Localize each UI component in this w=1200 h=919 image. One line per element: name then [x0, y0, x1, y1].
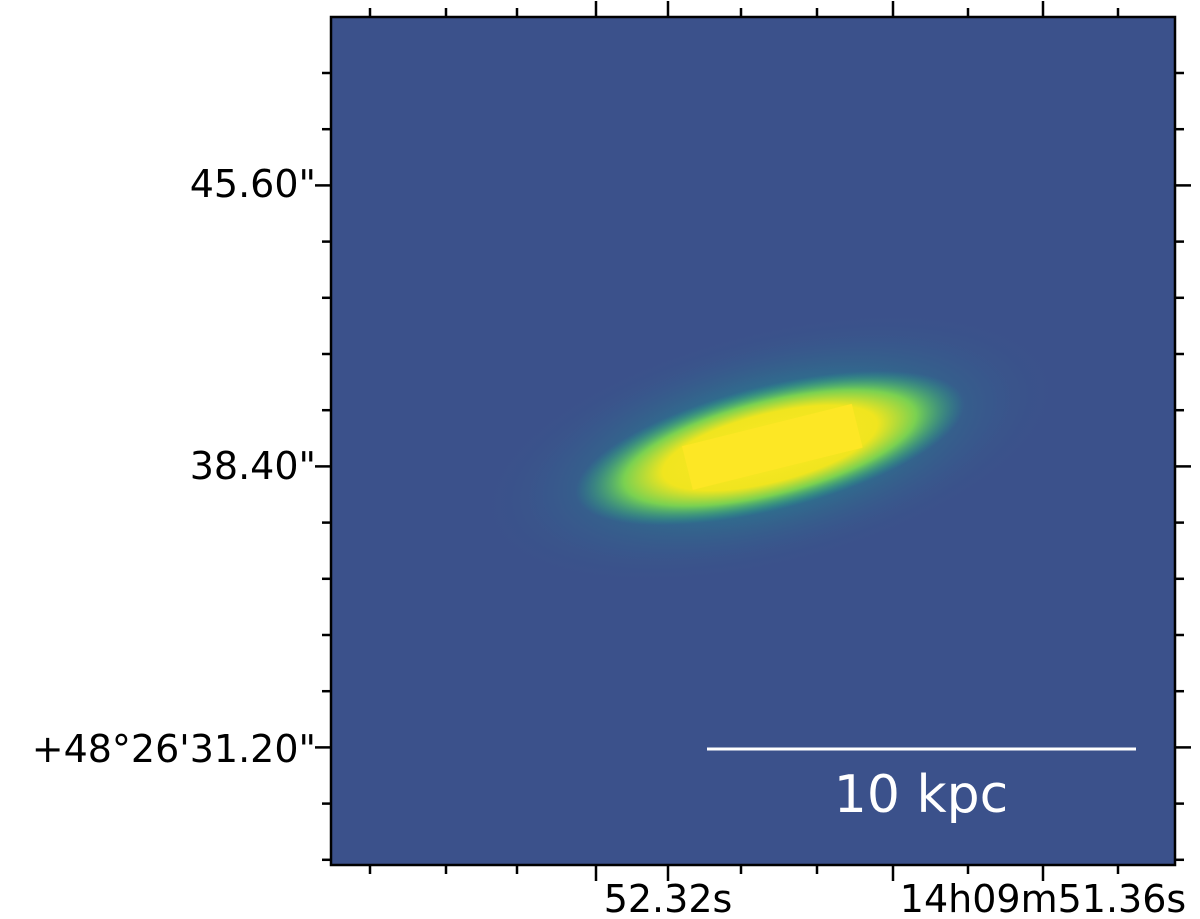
scalebar-label: 10 kpc	[834, 765, 1008, 825]
x-tick-label: 52.32s	[604, 877, 733, 919]
y-tick-label: +48°26'31.20"	[32, 727, 316, 771]
galaxy-center	[681, 403, 863, 490]
y-tick-label: 45.60"	[190, 162, 316, 206]
x-tick-label: 14h09m51.36s	[900, 877, 1186, 919]
galaxy	[477, 310, 1063, 586]
frame	[329, 15, 1177, 867]
ticks	[315, 1, 1191, 881]
y-tick-label: 38.40"	[190, 444, 316, 488]
